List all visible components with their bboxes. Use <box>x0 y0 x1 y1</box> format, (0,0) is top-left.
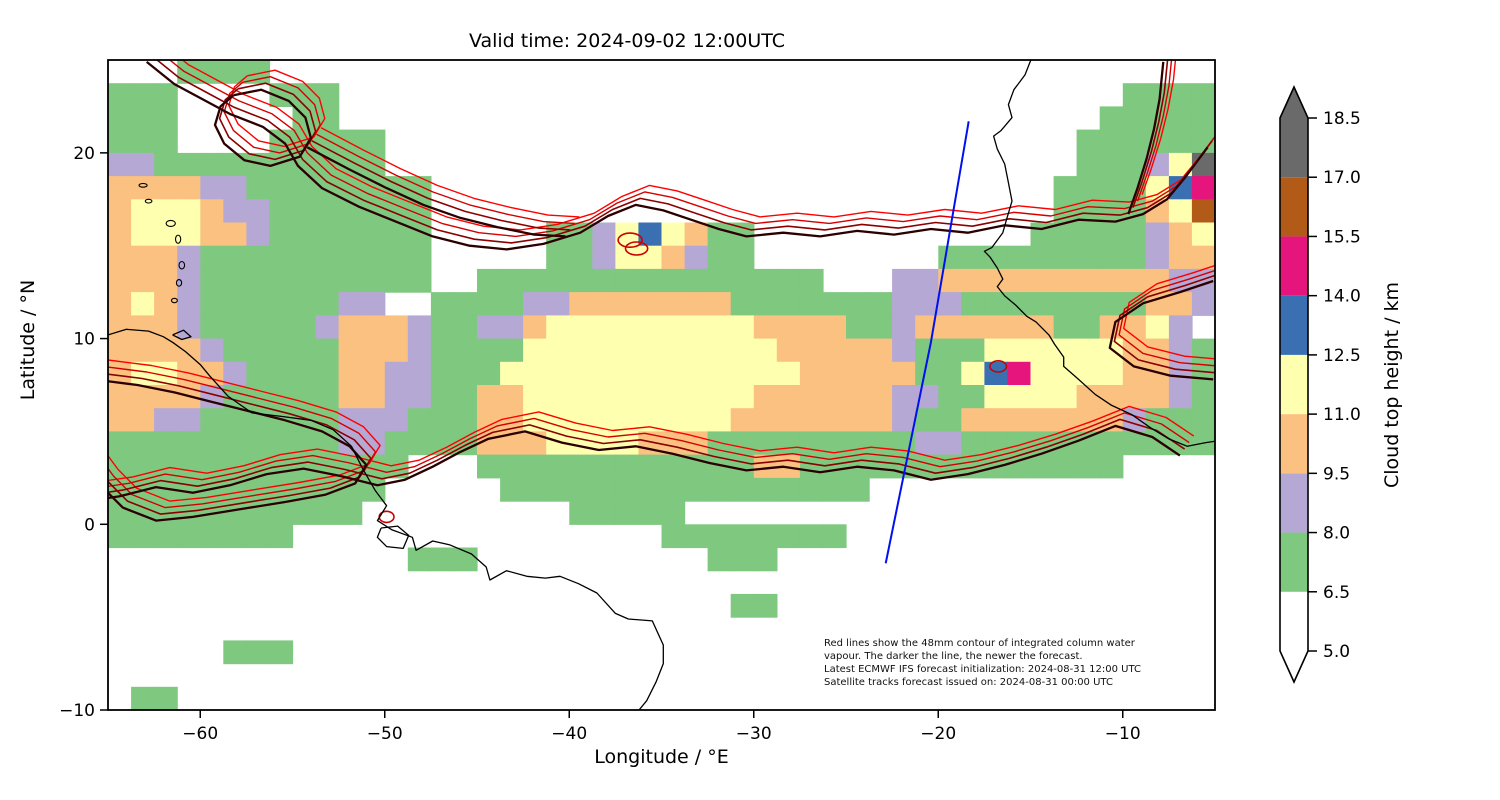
iwv-contours <box>108 60 1215 524</box>
iwv-contour-line <box>1132 60 1169 208</box>
colorbar-tick-label: 8.0 <box>1323 524 1350 544</box>
colorbar-over-arrow <box>1280 87 1308 118</box>
colorbar-segment <box>1280 177 1308 237</box>
annotation-line: Red lines show the 48mm contour of integ… <box>824 638 1135 649</box>
y-axis-label: Latitude / °N <box>17 279 39 401</box>
iwv-contour-line <box>213 88 313 168</box>
iwv-contour-line <box>1118 269 1215 367</box>
island-outline <box>178 260 186 270</box>
plot-border <box>107 59 1216 711</box>
colorbar-tick-label: 6.5 <box>1323 583 1350 603</box>
iwv-contour-line <box>1136 60 1173 202</box>
x-tick-label: −10 <box>1105 724 1141 744</box>
iwv-contour-line <box>108 424 1181 500</box>
island-outline <box>138 182 148 188</box>
iwv-contour-line <box>228 69 326 148</box>
x-tick-label: −40 <box>551 724 587 744</box>
y-tick-label: 10 <box>73 330 95 350</box>
colorbar-tick-label: 18.5 <box>1323 109 1361 129</box>
iwv-cell-ring <box>624 241 649 256</box>
colorbar-segment <box>1280 473 1308 533</box>
island-outline <box>165 219 176 227</box>
iwv-contour-line <box>311 140 571 231</box>
colorbar-tick-label: 15.5 <box>1323 227 1361 247</box>
iwv-contour-line <box>223 75 321 154</box>
map-layers <box>108 60 1215 710</box>
iwv-contour-line <box>1141 60 1177 195</box>
x-tick-label: −30 <box>736 724 772 744</box>
axis-ticks: −60 −50 −40 −30 −20 −10 20 10 0 −10 <box>59 144 1141 744</box>
iwv-contour-line <box>218 82 317 161</box>
island-outline <box>144 198 153 204</box>
colorbar-tick-label: 5.0 <box>1323 642 1350 662</box>
iwv-cell-ring <box>617 232 643 248</box>
coastline <box>983 60 1215 447</box>
island-outline <box>174 234 182 244</box>
colorbar-segment <box>1280 118 1308 178</box>
colorbar-tick-label: 12.5 <box>1323 346 1361 366</box>
annotation-note: Red lines show the 48mm contour of integ… <box>824 637 1141 689</box>
cloud-top-height-field <box>108 60 1215 710</box>
colorbar-tick-label: 9.5 <box>1323 464 1350 484</box>
annotation-line: Satellite tracks forecast issued on: 202… <box>824 677 1113 688</box>
coastline <box>108 328 664 710</box>
annotation-line: vapour. The darker the line, the newer t… <box>824 651 1083 662</box>
colorbar-segment <box>1280 591 1308 651</box>
iwv-contour-line <box>1113 274 1215 374</box>
annotation-line: Latest ECMWF IFS forecast initialization… <box>824 664 1141 675</box>
colorbar-segment <box>1280 354 1308 415</box>
iwv-contour-line <box>108 405 1195 482</box>
colorbar-segment <box>1280 295 1308 355</box>
island-outline <box>170 297 178 304</box>
iwv-contour-line <box>1127 61 1165 215</box>
x-tick-label: −20 <box>920 724 956 744</box>
iwv-contour-line <box>1108 279 1214 381</box>
colorbar-under-arrow <box>1280 651 1308 682</box>
colorbar-segment <box>1280 414 1308 474</box>
plot-title: Valid time: 2024-09-02 12:00UTC <box>468 30 786 52</box>
colorbar-tick-label: 14.0 <box>1323 287 1361 307</box>
iwv-contour-line <box>316 133 575 225</box>
colorbar-tick-label: 11.0 <box>1323 405 1361 425</box>
colorbar-tick-label: 17.0 <box>1323 168 1361 188</box>
coastline <box>376 525 410 550</box>
iwv-contour-line <box>108 418 1186 493</box>
y-tick-label: 20 <box>73 144 95 164</box>
iwv-contour-line <box>108 412 1190 488</box>
colorbar-segment <box>1280 236 1308 296</box>
colorbar-label: Cloud top height / km <box>1381 281 1403 489</box>
iwv-contour-line <box>108 380 368 522</box>
x-tick-label: −60 <box>182 724 218 744</box>
x-axis-label: Longitude / °E <box>594 746 729 768</box>
colorbar-segment <box>1280 532 1308 592</box>
iwv-cell-ring <box>989 360 1008 373</box>
iwv-contour-line <box>320 127 580 218</box>
satellite-track <box>884 121 970 564</box>
y-tick-label: −10 <box>59 701 95 721</box>
x-tick-label: −50 <box>367 724 403 744</box>
y-tick-label: 0 <box>84 515 95 535</box>
coastline <box>172 329 192 341</box>
colorbar: 5.0 6.5 8.0 9.5 11.0 12.5 14.0 15.5 17.0 18.5 <box>1279 85 1361 684</box>
coastlines <box>108 60 1215 710</box>
island-outline <box>175 278 183 287</box>
iwv-contour-line <box>306 146 566 238</box>
